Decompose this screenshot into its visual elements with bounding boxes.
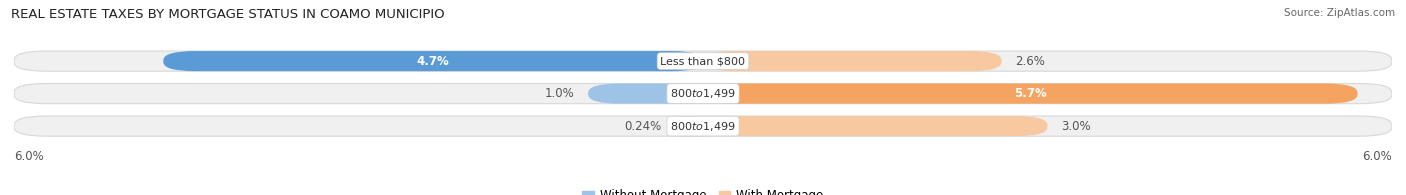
- FancyBboxPatch shape: [703, 51, 1001, 71]
- Text: 5.7%: 5.7%: [1014, 87, 1046, 100]
- Text: 6.0%: 6.0%: [1362, 150, 1392, 162]
- Text: $800 to $1,499: $800 to $1,499: [671, 87, 735, 100]
- FancyBboxPatch shape: [671, 116, 707, 136]
- Text: Less than $800: Less than $800: [661, 56, 745, 66]
- Text: Source: ZipAtlas.com: Source: ZipAtlas.com: [1284, 8, 1395, 18]
- Text: 2.6%: 2.6%: [1015, 55, 1045, 68]
- FancyBboxPatch shape: [14, 83, 1392, 104]
- Text: 6.0%: 6.0%: [14, 150, 44, 162]
- Text: 4.7%: 4.7%: [416, 55, 450, 68]
- FancyBboxPatch shape: [14, 116, 1392, 136]
- FancyBboxPatch shape: [588, 83, 703, 104]
- FancyBboxPatch shape: [163, 51, 703, 71]
- Text: 3.0%: 3.0%: [1062, 120, 1091, 133]
- FancyBboxPatch shape: [14, 51, 1392, 71]
- Text: $800 to $1,499: $800 to $1,499: [671, 120, 735, 133]
- FancyBboxPatch shape: [703, 83, 1358, 104]
- Legend: Without Mortgage, With Mortgage: Without Mortgage, With Mortgage: [578, 185, 828, 195]
- Text: 1.0%: 1.0%: [544, 87, 575, 100]
- FancyBboxPatch shape: [703, 116, 1047, 136]
- Text: 0.24%: 0.24%: [624, 120, 662, 133]
- Text: REAL ESTATE TAXES BY MORTGAGE STATUS IN COAMO MUNICIPIO: REAL ESTATE TAXES BY MORTGAGE STATUS IN …: [11, 8, 444, 21]
